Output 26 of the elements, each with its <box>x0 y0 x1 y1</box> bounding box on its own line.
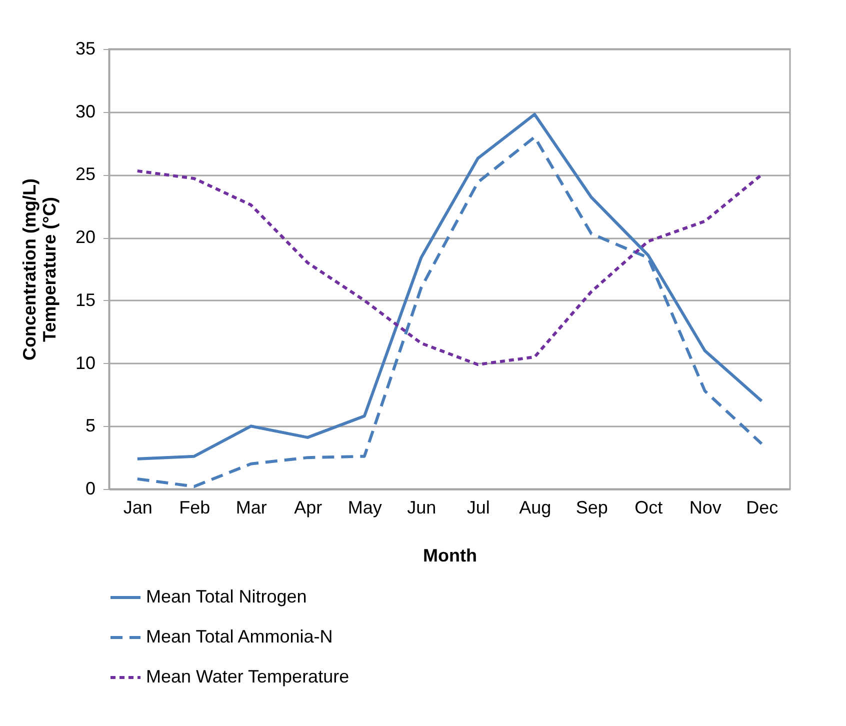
x-tick-label: Apr <box>294 498 322 518</box>
x-tick-label: Sep <box>576 498 608 518</box>
line-series <box>136 169 764 366</box>
x-tick-label: Oct <box>634 498 663 518</box>
x-tick-label: Nov <box>689 498 722 518</box>
x-tick-label: May <box>348 498 382 518</box>
y-tick-label: 30 <box>75 101 96 122</box>
y-tick-label: 20 <box>75 227 96 248</box>
y-tick-label: 5 <box>85 416 96 436</box>
x-tick-label: Jul <box>466 498 490 518</box>
y-tick-label: 35 <box>75 38 96 58</box>
x-tick-label: Mar <box>236 498 267 518</box>
y-tick-label: 25 <box>75 164 96 184</box>
legend-label: Mean Total Ammonia-N <box>146 626 333 646</box>
y-axis-title: Concentration (mg/L) Temperature (°C) <box>19 178 60 360</box>
legend-label: Mean Water Temperature <box>146 666 350 686</box>
y-tick-label: 15 <box>75 290 96 310</box>
x-tick-label: Jan <box>123 498 152 518</box>
y-tick-label: 10 <box>75 352 96 373</box>
y-tick-label: 0 <box>85 478 96 498</box>
x-tick-label: Jun <box>407 498 436 518</box>
x-axis-title: Month <box>423 546 477 566</box>
x-tick-label: Feb <box>179 498 210 518</box>
x-tick-label: Dec <box>746 498 778 518</box>
legend-label: Mean Total Nitrogen <box>146 586 307 606</box>
x-tick-label: Aug <box>519 498 552 518</box>
